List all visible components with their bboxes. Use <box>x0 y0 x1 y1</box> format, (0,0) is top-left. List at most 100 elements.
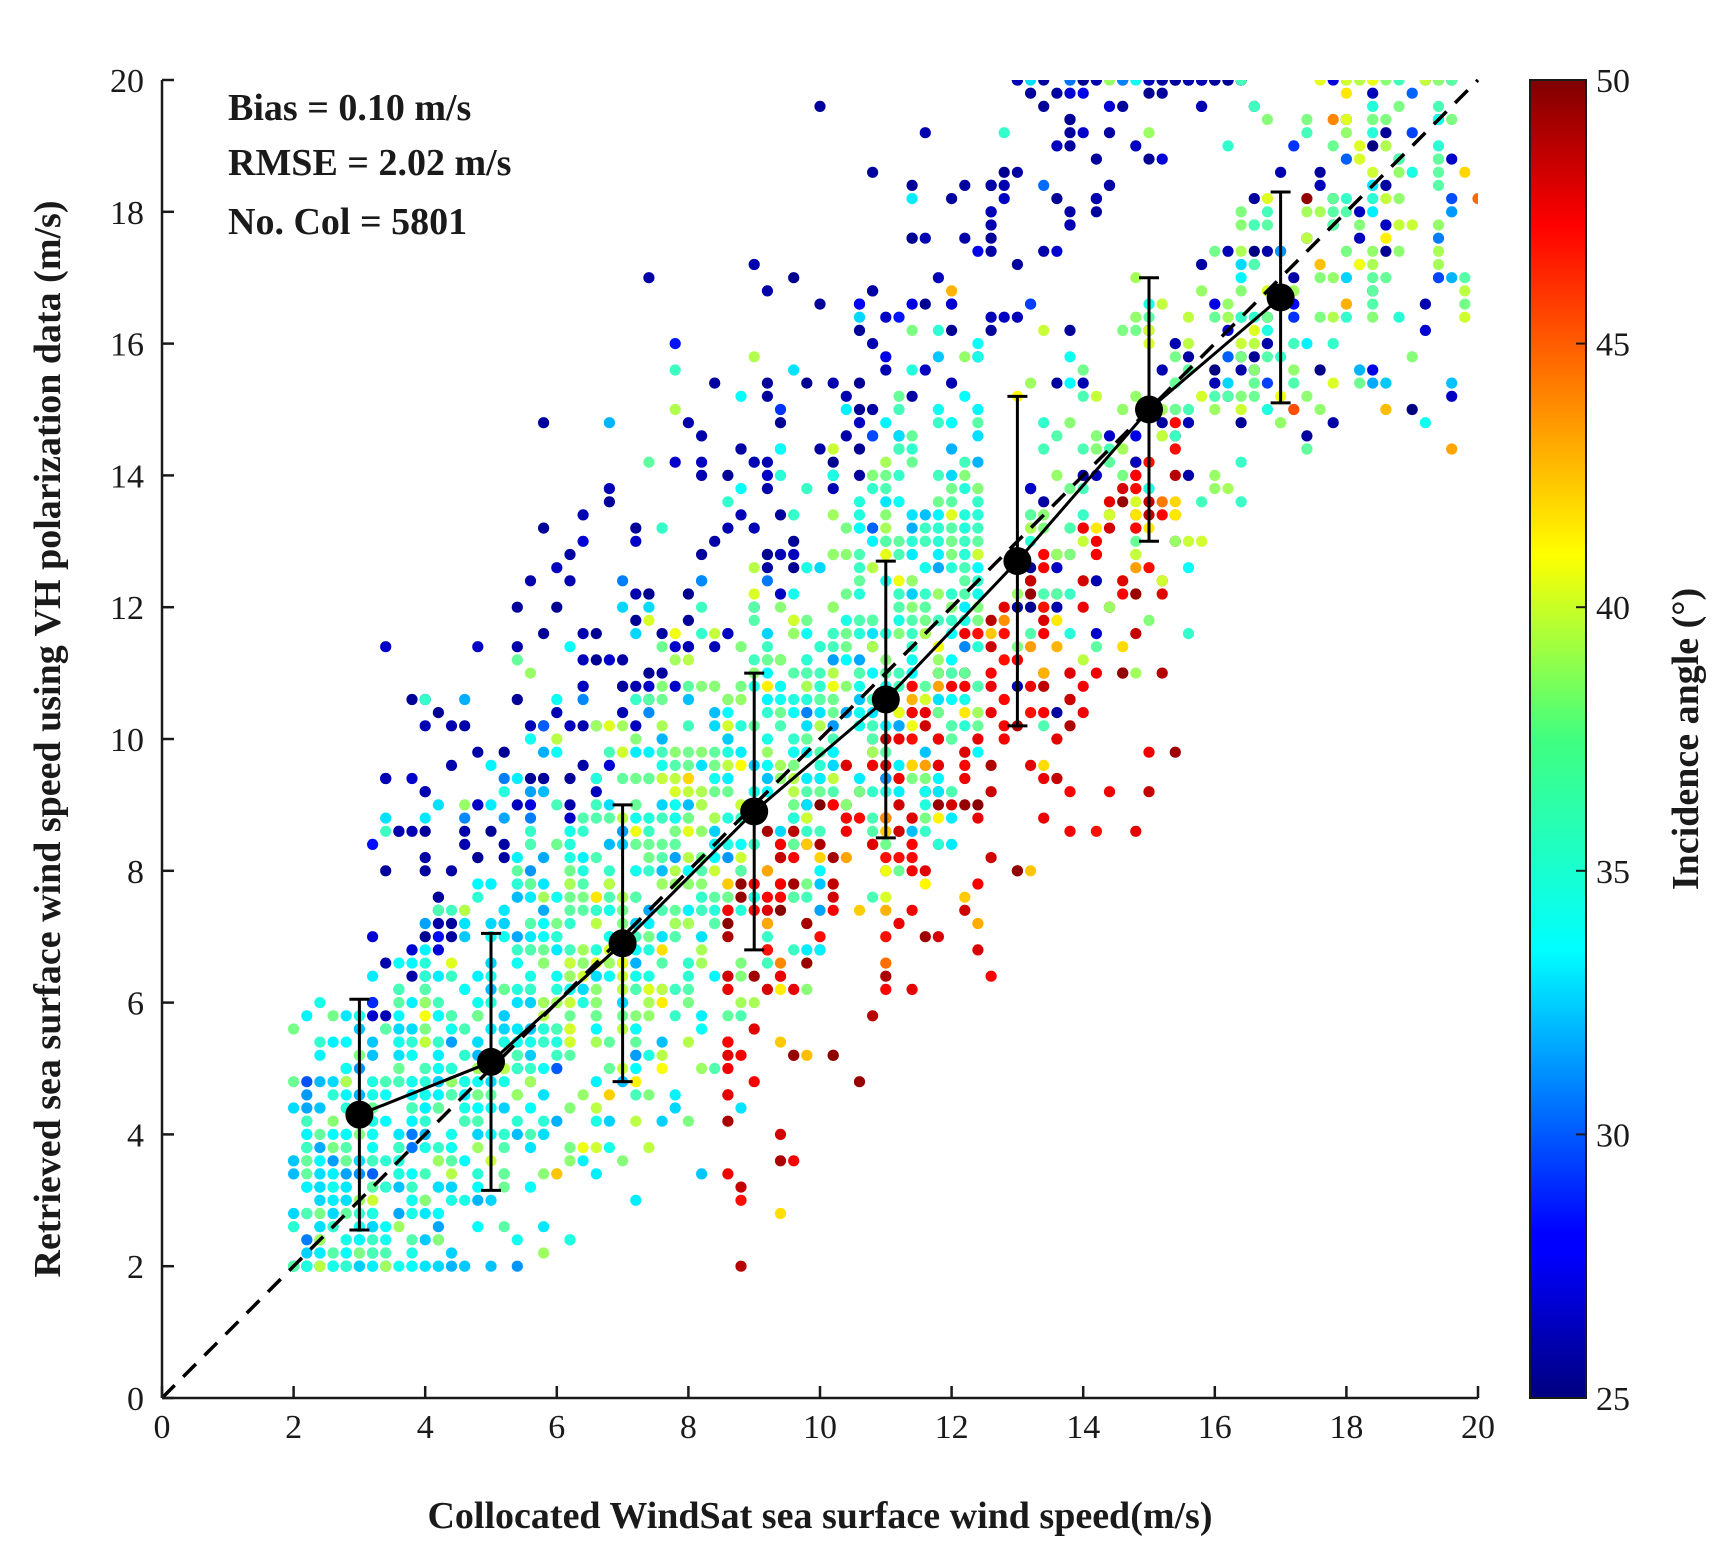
scatter-point <box>419 786 431 798</box>
scatter-point <box>946 522 958 534</box>
scatter-point <box>1235 80 1247 86</box>
scatter-point <box>643 812 655 824</box>
scatter-point <box>498 931 510 943</box>
scatter-point <box>419 812 431 824</box>
scatter-point <box>1367 100 1379 112</box>
scatter-point <box>367 931 379 943</box>
scatter-point <box>524 1049 537 1061</box>
scatter-point <box>959 799 971 811</box>
scatter-point <box>1248 390 1260 402</box>
scatter-point <box>551 693 563 706</box>
scatter-point <box>985 311 997 323</box>
scatter-point <box>788 759 800 772</box>
scatter-point <box>853 680 866 692</box>
scatter-point <box>1169 80 1181 86</box>
scatter-point <box>722 628 734 640</box>
scatter-point <box>419 1115 431 1127</box>
scatter-point <box>643 1049 655 1061</box>
scatter-point <box>1288 311 1300 323</box>
colorbar-title: Incidence angle (°) <box>1665 588 1707 890</box>
scatter-point <box>893 430 905 442</box>
scatter-point <box>485 759 497 772</box>
scatter-point <box>709 904 721 916</box>
scatter-point <box>590 1115 602 1127</box>
scatter-point <box>1261 311 1273 323</box>
x-tick-label: 16 <box>1198 1409 1232 1446</box>
reference-line-layer <box>160 78 1480 1400</box>
scatter-point <box>603 1089 616 1101</box>
scatter-point <box>603 838 616 851</box>
scatter-point <box>643 1142 655 1154</box>
scatter-point <box>301 1247 313 1259</box>
scatter-point <box>327 1168 339 1180</box>
stats-annotations: Bias = 0.10 m/s RMSE = 2.02 m/s No. Col … <box>228 87 511 243</box>
scatter-point <box>380 641 392 653</box>
scatter-point <box>1077 680 1089 692</box>
scatter-point <box>327 1115 339 1127</box>
scatter-point <box>893 548 905 561</box>
scatter-point <box>696 628 708 640</box>
scatter-point <box>1222 140 1234 152</box>
scatter-point <box>906 509 918 521</box>
colorbar-tick-label: 35 <box>1596 854 1630 891</box>
scatter-point <box>722 1089 734 1101</box>
scatter-point <box>511 1234 523 1246</box>
scatter-point <box>761 917 774 930</box>
scatter-point <box>1235 219 1247 231</box>
scatter-point <box>538 1128 550 1140</box>
scatter-point <box>472 1010 484 1022</box>
scatter-point <box>696 759 708 772</box>
scatter-point <box>946 562 958 574</box>
scatter-point <box>459 1076 471 1088</box>
scatter-point <box>1301 443 1313 455</box>
scatter-point <box>1209 245 1221 257</box>
scatter-point <box>853 628 866 640</box>
scatter-point <box>1314 179 1326 191</box>
scatter-point <box>367 1168 379 1180</box>
scatter-point <box>380 865 392 877</box>
scatter-point <box>498 852 510 864</box>
scatter-point <box>1235 390 1247 402</box>
scatter-point <box>432 1010 444 1022</box>
scatter-point <box>761 772 774 785</box>
scatter-point <box>669 364 681 376</box>
scatter-point <box>814 838 826 851</box>
scatter-point <box>801 654 813 666</box>
scatter-point <box>1064 87 1076 99</box>
scatter-point <box>919 298 931 310</box>
scatter-point <box>327 1089 339 1101</box>
scatter-point <box>406 944 418 956</box>
scatter-point <box>630 865 642 877</box>
scatter-point <box>867 812 879 824</box>
y-tick-label: 20 <box>110 63 144 100</box>
scatter-point <box>1446 113 1458 126</box>
scatter-point <box>669 786 681 798</box>
scatter-point <box>906 443 918 455</box>
scatter-point <box>788 812 800 824</box>
scatter-point <box>827 799 839 811</box>
scatter-point <box>1103 601 1116 613</box>
scatter-point <box>419 997 431 1009</box>
scatter-point <box>1130 272 1142 284</box>
scatter-point <box>472 970 484 982</box>
scatter-point <box>696 430 708 442</box>
scatter-point <box>801 944 813 956</box>
scatter-point <box>946 812 958 824</box>
scatter-point <box>524 825 537 837</box>
scatter-point <box>1169 338 1181 350</box>
scatter-point <box>1090 80 1102 86</box>
scatter-point <box>840 680 852 692</box>
scatter-point <box>590 1076 602 1088</box>
scatter-point <box>1459 311 1471 323</box>
scatter-point <box>380 1260 392 1272</box>
scatter-point <box>722 720 734 732</box>
scatter-point <box>880 351 892 363</box>
scatter-point <box>643 865 655 877</box>
scatter-point <box>1367 285 1379 297</box>
scatter-point <box>1406 403 1418 416</box>
scatter-point <box>801 838 813 851</box>
scatter-point <box>340 1142 352 1154</box>
scatter-point <box>1380 113 1392 126</box>
scatter-point <box>590 983 602 996</box>
scatter-point <box>959 641 971 653</box>
